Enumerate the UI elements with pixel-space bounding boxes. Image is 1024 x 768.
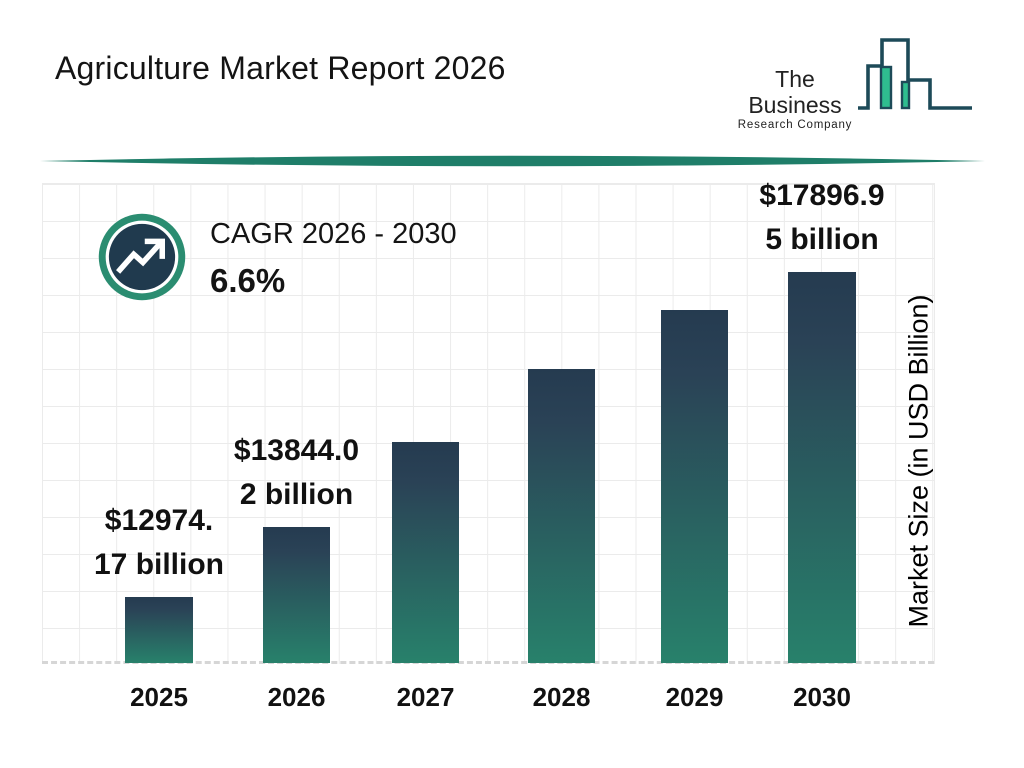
cagr-value: 6.6% — [210, 262, 286, 299]
data-label-2030: $17896.9 5 billion — [702, 174, 942, 262]
y-axis-label: Market Size (in USD Billion) — [903, 294, 934, 628]
x-tick-label-2025: 2025 — [130, 682, 188, 712]
trending-up-icon — [98, 213, 186, 301]
company-logo-text: The Business Research Company — [728, 66, 862, 131]
bar-2028 — [528, 369, 595, 663]
data-label-2026: $13844.0 2 billion — [177, 429, 417, 517]
data-label-2025: $12974. 17 billion — [39, 499, 279, 587]
chart-grid — [42, 183, 935, 664]
bar-2029 — [661, 310, 728, 663]
logo-subtitle: Research Company — [737, 119, 853, 131]
x-tick-label-2028: 2028 — [532, 682, 591, 712]
logo-name: The Business — [748, 66, 842, 118]
bar-2025 — [125, 597, 193, 663]
cagr-period-label: CAGR 2026 - 2030 — [210, 218, 457, 250]
bar-2027 — [392, 442, 459, 663]
data-label-line1: $17896.9 — [759, 179, 885, 212]
data-label-line2: 17 billion — [93, 548, 225, 581]
bar-2030 — [788, 272, 856, 663]
x-axis-baseline — [42, 661, 934, 664]
data-label-line2: 5 billion — [765, 223, 879, 256]
x-tick-label-2029: 2029 — [665, 682, 724, 712]
page-title: Agriculture Market Report 2026 — [55, 50, 506, 86]
data-label-line1: $13844.0 — [233, 434, 360, 467]
x-tick-label-2030: 2030 — [793, 682, 851, 712]
divider-line — [40, 155, 985, 167]
bar-2026 — [263, 527, 330, 663]
x-tick-label-2026: 2026 — [267, 682, 326, 712]
data-label-line2: 2 billion — [239, 478, 354, 511]
x-tick-label-2027: 2027 — [396, 682, 455, 712]
data-label-line1: $12974. — [104, 504, 214, 537]
company-logo-skyline-icon — [858, 38, 972, 110]
